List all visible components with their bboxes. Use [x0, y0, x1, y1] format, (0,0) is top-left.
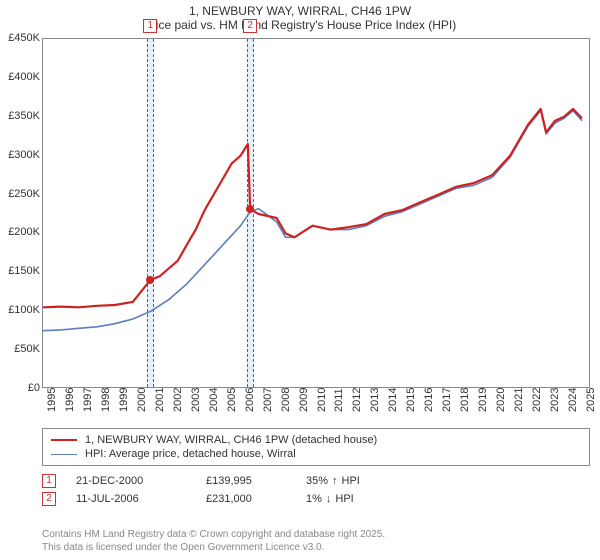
series-hpi: [43, 111, 582, 331]
footer-line-2: This data is licensed under the Open Gov…: [42, 542, 590, 555]
x-axis-tick-label: 2012: [351, 388, 363, 412]
legend-row: HPI: Average price, detached house, Wirr…: [51, 447, 581, 461]
sale-delta: 1% HPI: [306, 493, 354, 505]
x-axis-tick-label: 2009: [298, 388, 310, 412]
sale-price: £139,995: [206, 475, 286, 487]
x-axis-tick-label: 1999: [118, 388, 130, 412]
x-axis-tick-label: 2002: [172, 388, 184, 412]
y-axis-tick-label: £400K: [0, 71, 40, 83]
x-axis-tick-label: 2019: [477, 388, 489, 412]
footer-attribution: Contains HM Land Registry data © Crown c…: [42, 529, 590, 554]
x-axis-tick-label: 2010: [316, 388, 328, 412]
arrow-up-icon: [332, 475, 338, 487]
y-axis-tick-label: £350K: [0, 110, 40, 122]
x-axis-tick-label: 1996: [64, 388, 76, 412]
y-axis-tick-label: £450K: [0, 32, 40, 44]
sale-delta-pct: 1%: [306, 493, 322, 505]
x-axis-tick-label: 1995: [46, 388, 58, 412]
chart-title: 1, NEWBURY WAY, WIRRAL, CH46 1PW Price p…: [0, 0, 600, 34]
y-axis-tick-label: £0: [0, 382, 40, 394]
y-axis-tick-label: £200K: [0, 226, 40, 238]
x-axis-tick-label: 2016: [423, 388, 435, 412]
x-axis-tick-label: 2014: [387, 388, 399, 412]
sale-marker-index: 1: [143, 19, 157, 33]
x-axis-tick-label: 2022: [531, 388, 543, 412]
sale-delta-ref: HPI: [342, 475, 360, 487]
x-axis-tick-label: 2013: [369, 388, 381, 412]
y-axis-tick-label: £250K: [0, 188, 40, 200]
x-axis-tick-label: 2015: [405, 388, 417, 412]
legend-row: 1, NEWBURY WAY, WIRRAL, CH46 1PW (detach…: [51, 433, 581, 447]
y-axis-tick-label: £100K: [0, 304, 40, 316]
x-axis-tick-label: 2001: [154, 388, 166, 412]
title-line-1: 1, NEWBURY WAY, WIRRAL, CH46 1PW: [0, 4, 600, 18]
sale-marker-index: 2: [243, 19, 257, 33]
x-axis-tick-label: 2025: [585, 388, 597, 412]
x-axis-tick-label: 2004: [208, 388, 220, 412]
legend-swatch: [51, 439, 77, 441]
sale-delta: 35% HPI: [306, 475, 360, 487]
plot-region: 12: [42, 38, 590, 388]
sale-marker-dot: [246, 205, 254, 213]
x-axis-tick-label: 2008: [280, 388, 292, 412]
chart-area: 12 £0£50K£100K£150K£200K£250K£300K£350K£…: [42, 38, 590, 388]
x-axis-tick-label: 2007: [262, 388, 274, 412]
x-axis-tick-label: 2000: [136, 388, 148, 412]
sale-price: £231,000: [206, 493, 286, 505]
chart-container: { "title": { "line1": "1, NEWBURY WAY, W…: [0, 0, 600, 560]
x-axis-tick-label: 2024: [567, 388, 579, 412]
series-price_paid: [43, 109, 582, 307]
sale-date: 11-JUL-2006: [76, 493, 186, 505]
sale-delta-ref: HPI: [335, 493, 353, 505]
legend-label: 1, NEWBURY WAY, WIRRAL, CH46 1PW (detach…: [85, 434, 377, 446]
sale-delta-pct: 35%: [306, 475, 328, 487]
series-layer: [43, 39, 591, 389]
y-axis-tick-label: £150K: [0, 265, 40, 277]
x-axis-tick-label: 1998: [100, 388, 112, 412]
sale-row: 2 11-JUL-2006 £231,000 1% HPI: [42, 490, 590, 508]
legend-swatch: [51, 454, 77, 455]
legend: 1, NEWBURY WAY, WIRRAL, CH46 1PW (detach…: [42, 428, 590, 466]
x-axis-tick-label: 1997: [82, 388, 94, 412]
sale-index-box: 1: [42, 474, 56, 488]
arrow-down-icon: [326, 493, 332, 505]
y-axis-tick-label: £300K: [0, 149, 40, 161]
y-axis-tick-label: £50K: [0, 343, 40, 355]
x-axis-tick-label: 2018: [459, 388, 471, 412]
x-axis-tick-label: 2020: [495, 388, 507, 412]
x-axis-tick-label: 2017: [441, 388, 453, 412]
sale-date: 21-DEC-2000: [76, 475, 186, 487]
x-axis-tick-label: 2003: [190, 388, 202, 412]
x-axis-tick-label: 2006: [244, 388, 256, 412]
sale-index-box: 2: [42, 492, 56, 506]
sales-table: 1 21-DEC-2000 £139,995 35% HPI 2 11-JUL-2006 £2…: [42, 472, 590, 508]
title-line-2: Price paid vs. HM Land Registry's House …: [0, 18, 600, 32]
sale-marker-dot: [146, 276, 154, 284]
x-axis-tick-label: 2021: [513, 388, 525, 412]
legend-label: HPI: Average price, detached house, Wirr…: [85, 448, 296, 460]
sale-row: 1 21-DEC-2000 £139,995 35% HPI: [42, 472, 590, 490]
x-axis-tick-label: 2005: [226, 388, 238, 412]
x-axis-tick-label: 2023: [549, 388, 561, 412]
footer-line-1: Contains HM Land Registry data © Crown c…: [42, 529, 590, 542]
x-axis-tick-label: 2011: [333, 388, 345, 412]
